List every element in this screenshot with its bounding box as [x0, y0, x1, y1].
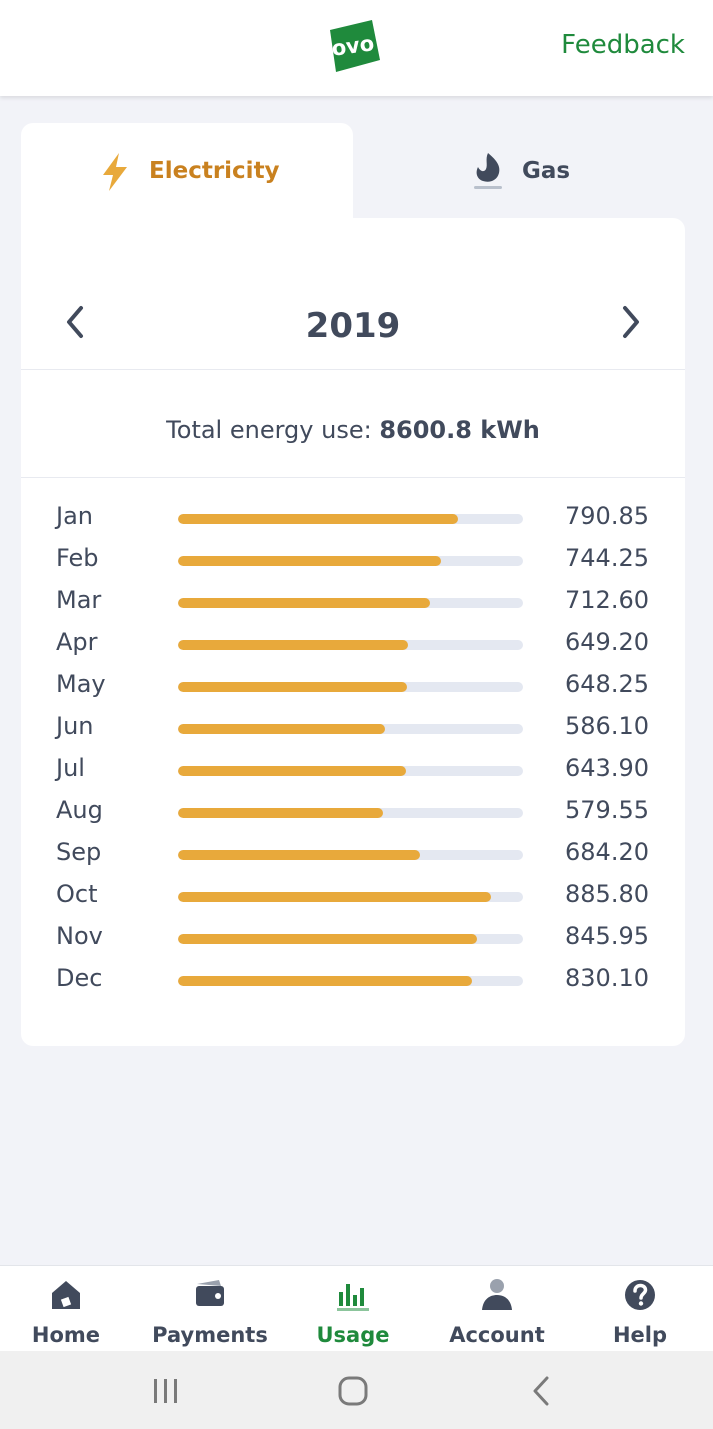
usage-bar-track [178, 724, 523, 734]
month-row: Jan 790.85 [21, 498, 685, 540]
nav-payments[interactable]: Payments [139, 1266, 281, 1352]
usage-bar-track [178, 556, 523, 566]
usage-value: 684.20 [565, 838, 649, 866]
year-label: 2019 [305, 306, 401, 346]
nav-help[interactable]: Help [569, 1266, 711, 1352]
usage-value: 744.25 [565, 544, 649, 572]
usage-bar [178, 724, 385, 734]
nav-home[interactable]: Home [0, 1266, 137, 1352]
tab-electricity[interactable]: Electricity [21, 123, 353, 219]
nav-payments-label: Payments [152, 1323, 268, 1347]
usage-bar-track [178, 850, 523, 860]
system-nav-bar [0, 1351, 713, 1429]
usage-value: 586.10 [565, 712, 649, 740]
nav-help-label: Help [612, 1323, 668, 1347]
usage-value: 648.25 [565, 670, 649, 698]
tab-gas[interactable]: Gas [353, 123, 685, 219]
nav-usage[interactable]: Usage [282, 1266, 424, 1352]
bar-chart-icon [337, 1284, 369, 1311]
month-row: Feb 744.25 [21, 540, 685, 582]
home-icon [52, 1281, 80, 1309]
home-button-icon[interactable] [333, 1371, 373, 1411]
month-label: Oct [56, 880, 98, 908]
usage-bar [178, 682, 407, 692]
chevron-right-icon[interactable] [617, 302, 647, 342]
flame-icon [474, 153, 502, 189]
month-label: Jun [56, 712, 94, 740]
tab-gas-label: Gas [522, 158, 571, 184]
month-row: Aug 579.55 [21, 792, 685, 834]
tab-electricity-label: Electricity [149, 158, 280, 184]
usage-bar [178, 934, 477, 944]
usage-bar-track [178, 808, 523, 818]
month-row: Apr 649.20 [21, 624, 685, 666]
lightning-icon [103, 153, 127, 191]
person-icon [482, 1279, 512, 1310]
usage-bar-track [178, 640, 523, 650]
usage-bar-track [178, 682, 523, 692]
nav-usage-label: Usage [316, 1323, 390, 1347]
total-value: 8600.8 kWh [379, 416, 540, 444]
month-label: Jan [56, 502, 93, 530]
usage-value: 830.10 [565, 964, 649, 992]
usage-value: 579.55 [565, 796, 649, 824]
usage-bar-track [178, 934, 523, 944]
back-icon[interactable] [522, 1371, 562, 1411]
month-row: Dec 830.10 [21, 960, 685, 1002]
year-selector: 2019 [21, 218, 685, 370]
usage-bar [178, 640, 408, 650]
wallet-icon [196, 1280, 224, 1306]
total-energy: Total energy use: 8600.8 kWh [21, 370, 685, 478]
card-body: 2019 Total energy use: 8600.8 kWh Jan 790… [21, 218, 685, 1046]
total-label: Total energy use: [166, 416, 372, 444]
usage-card: Electricity Gas 2019 Total energy use: 8… [21, 123, 685, 1046]
usage-bar [178, 892, 491, 902]
usage-bar-track [178, 514, 523, 524]
month-label: Sep [56, 838, 102, 866]
month-row: May 648.25 [21, 666, 685, 708]
usage-value: 712.60 [565, 586, 649, 614]
help-icon [625, 1280, 655, 1310]
usage-value: 845.95 [565, 922, 649, 950]
chevron-left-icon[interactable] [59, 302, 89, 342]
usage-bar [178, 598, 430, 608]
month-label: Apr [56, 628, 98, 656]
usage-bar [178, 976, 472, 986]
usage-value: 643.90 [565, 754, 649, 782]
month-row: Mar 712.60 [21, 582, 685, 624]
month-label: May [56, 670, 106, 698]
month-label: Aug [56, 796, 103, 824]
usage-bar [178, 766, 406, 776]
usage-bar [178, 514, 458, 524]
usage-bar [178, 850, 420, 860]
usage-bar-track [178, 892, 523, 902]
usage-bar [178, 556, 441, 566]
usage-value: 649.20 [565, 628, 649, 656]
month-label: Feb [56, 544, 99, 572]
month-row: Jul 643.90 [21, 750, 685, 792]
month-row: Jun 586.10 [21, 708, 685, 750]
usage-bar [178, 808, 383, 818]
usage-value: 885.80 [565, 880, 649, 908]
usage-value: 790.85 [565, 502, 649, 530]
month-label: Dec [56, 964, 103, 992]
feedback-link[interactable]: Feedback [561, 30, 685, 60]
nav-account[interactable]: Account [426, 1266, 568, 1352]
usage-bar-track [178, 976, 523, 986]
nav-account-label: Account [449, 1323, 545, 1347]
usage-bar-track [178, 598, 523, 608]
ovo-logo: ovo [330, 20, 380, 72]
month-row: Oct 885.80 [21, 876, 685, 918]
bottom-nav: Home Payments Usage Account H [0, 1265, 713, 1351]
recents-icon[interactable] [146, 1371, 186, 1411]
month-row: Nov 845.95 [21, 918, 685, 960]
month-label: Jul [56, 754, 85, 782]
month-row: Sep 684.20 [21, 834, 685, 876]
month-label: Mar [56, 586, 102, 614]
logo-text: ovo [330, 31, 375, 61]
nav-home-label: Home [31, 1323, 101, 1347]
month-label: Nov [56, 922, 103, 950]
top-bar: ovo Feedback [0, 0, 713, 96]
usage-bar-track [178, 766, 523, 776]
